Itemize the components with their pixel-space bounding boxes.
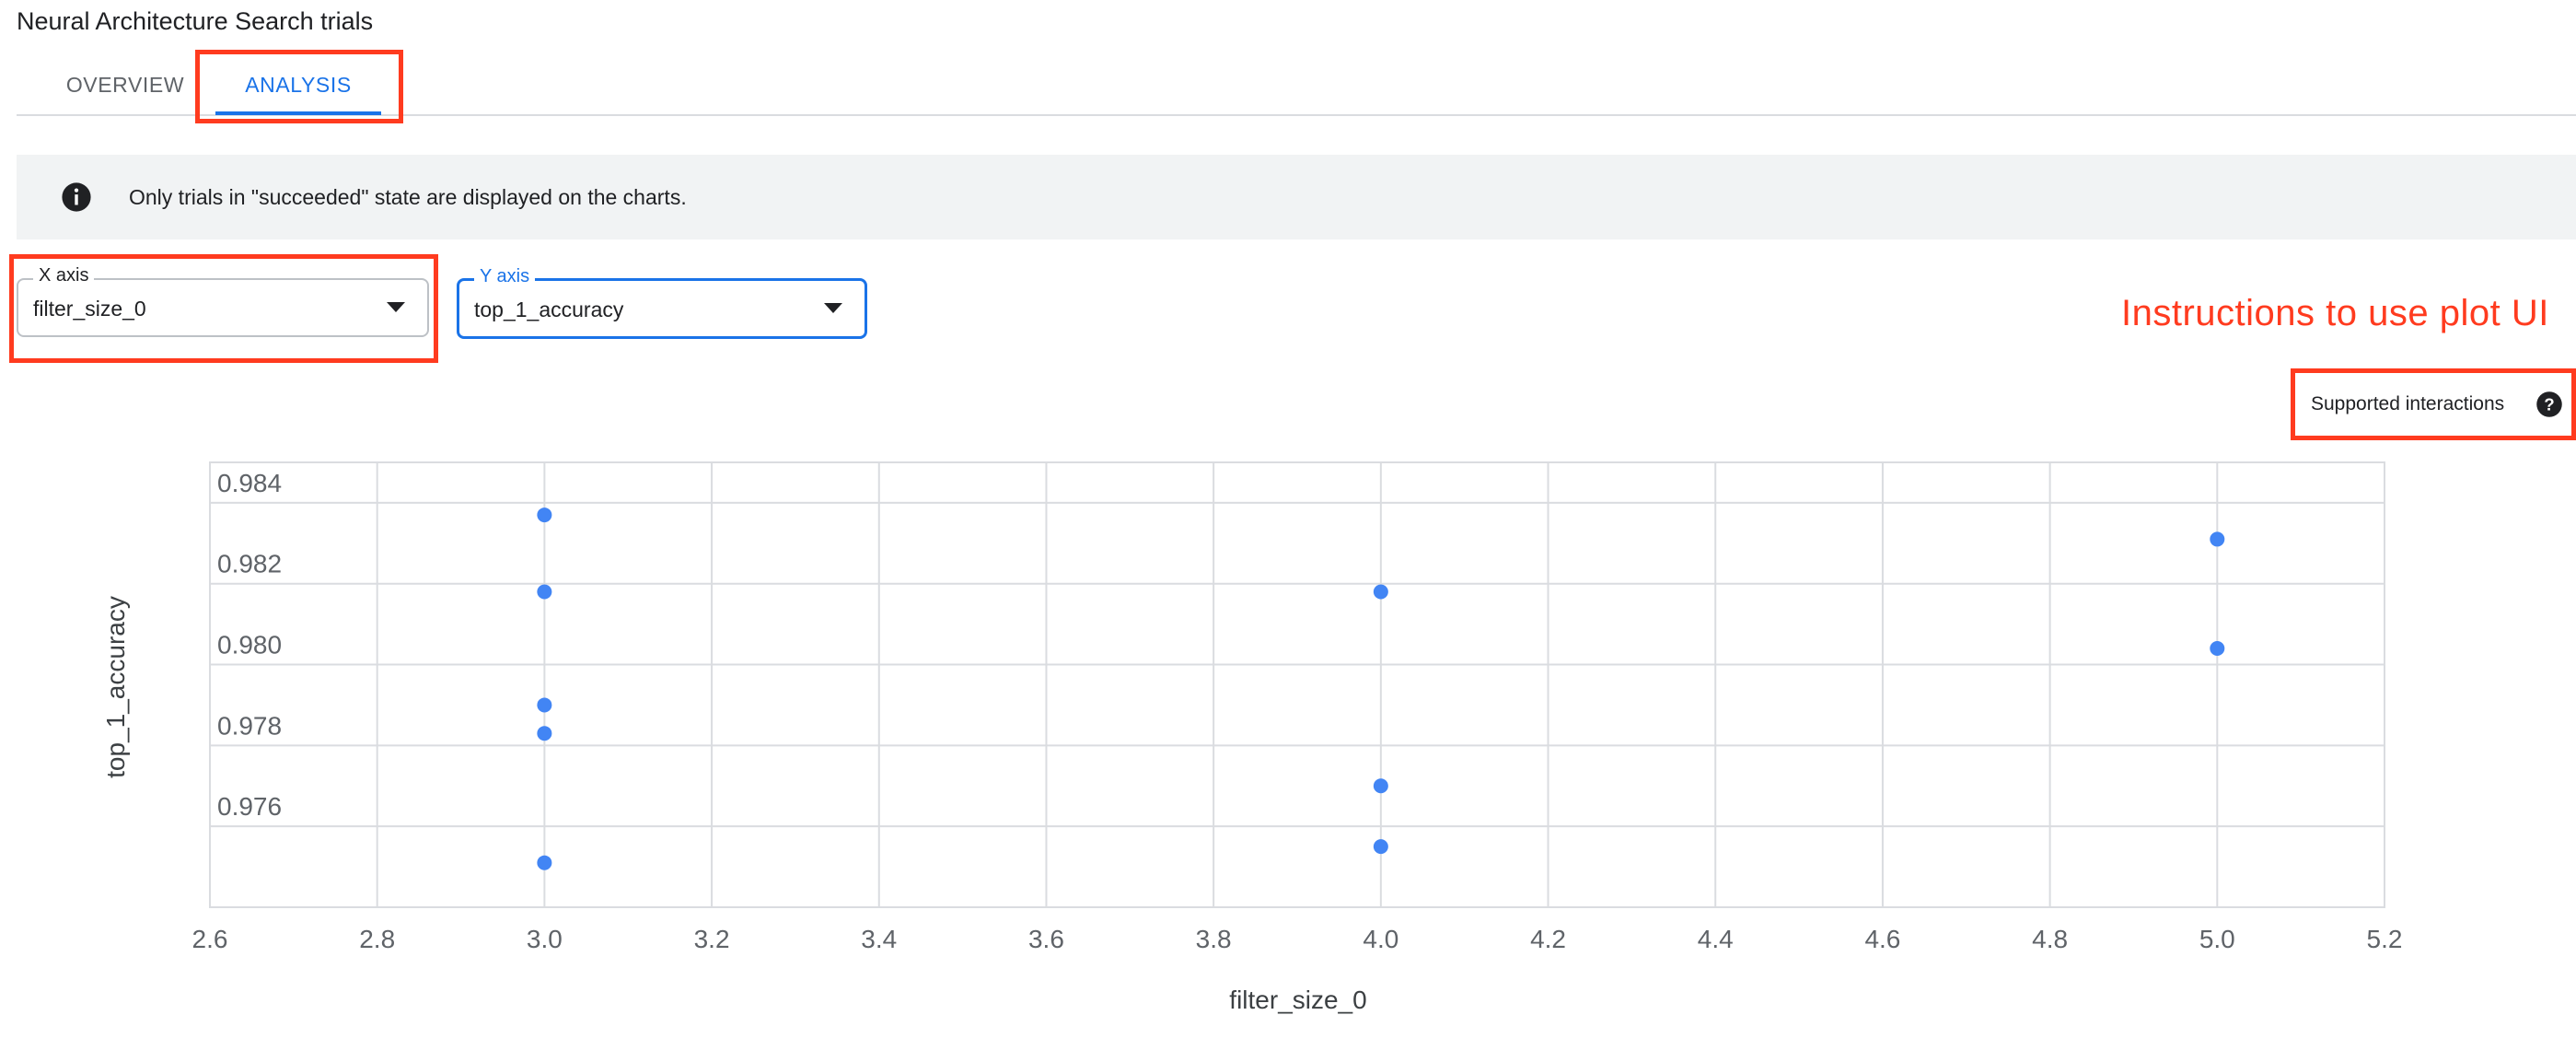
x-tick-labels: 2.6 2.8 3.0 3.2 3.4 3.6 3.8 4.0 4.2 4.4 4.6 4.8 5.0 5… bbox=[192, 925, 2403, 953]
y-tick-label: 0.978 bbox=[217, 711, 282, 740]
x-tick-label: 2.8 bbox=[359, 925, 395, 953]
x-tick-label: 3.2 bbox=[694, 925, 730, 953]
help-icon: ? bbox=[2536, 391, 2562, 417]
data-point[interactable] bbox=[537, 855, 552, 870]
data-point[interactable] bbox=[1373, 584, 1388, 600]
info-icon bbox=[62, 182, 91, 212]
y-axis-select-label: Y axis bbox=[474, 266, 536, 287]
x-tick-label: 3.0 bbox=[527, 925, 563, 953]
data-points[interactable] bbox=[537, 508, 2225, 870]
y-tick-label: 0.984 bbox=[217, 469, 282, 497]
scatter-chart[interactable]: 0.976 0.978 0.980 0.982 0.984 2.6 2.8 3.0 3.2 3.… bbox=[0, 442, 2576, 1050]
tab-analysis-label: ANALYSIS bbox=[245, 72, 352, 97]
data-point[interactable] bbox=[2210, 531, 2225, 547]
y-tick-labels: 0.976 0.978 0.980 0.982 0.984 bbox=[217, 469, 282, 821]
x-axis-select[interactable]: X axis filter_size_0 bbox=[17, 265, 429, 337]
y-tick-label: 0.982 bbox=[217, 550, 282, 578]
x-tick-label: 4.0 bbox=[1363, 925, 1398, 953]
x-tick-label: 2.6 bbox=[192, 925, 228, 953]
y-tick-label: 0.976 bbox=[217, 792, 282, 821]
plot-area-border bbox=[209, 461, 2385, 908]
y-axis-title: top_1_accuracy bbox=[101, 596, 130, 778]
x-axis-select-label: X axis bbox=[33, 265, 95, 286]
data-point[interactable] bbox=[1373, 778, 1388, 794]
chevron-down-icon bbox=[824, 303, 842, 313]
x-tick-label: 3.6 bbox=[1028, 925, 1064, 953]
x-axis-select-value: filter_size_0 bbox=[33, 297, 146, 321]
data-point[interactable] bbox=[537, 726, 552, 741]
info-banner-text: Only trials in "succeeded" state are dis… bbox=[129, 184, 687, 209]
tab-bar: OVERVIEW ANALYSIS bbox=[17, 55, 2576, 116]
tab-overview[interactable]: OVERVIEW bbox=[65, 72, 185, 97]
info-banner: Only trials in "succeeded" state are dis… bbox=[17, 155, 2576, 239]
x-axis-title: filter_size_0 bbox=[1229, 986, 1366, 1014]
data-point[interactable] bbox=[537, 584, 552, 600]
data-point[interactable] bbox=[537, 508, 552, 523]
x-tick-label: 4.6 bbox=[1864, 925, 1900, 953]
x-tick-label: 3.4 bbox=[861, 925, 897, 953]
x-tick-label: 3.8 bbox=[1196, 925, 1232, 953]
chart-grid bbox=[209, 461, 2385, 908]
data-point[interactable] bbox=[1373, 839, 1388, 855]
svg-text:?: ? bbox=[2544, 394, 2554, 414]
y-axis-select-value: top_1_accuracy bbox=[474, 298, 624, 321]
y-tick-label: 0.980 bbox=[217, 631, 282, 659]
data-point[interactable] bbox=[537, 697, 552, 713]
annotation-note: Instructions to use plot UI bbox=[2121, 293, 2549, 333]
chevron-down-icon bbox=[387, 302, 405, 312]
x-tick-label: 5.2 bbox=[2367, 925, 2403, 953]
active-tab-indicator bbox=[215, 111, 381, 115]
y-axis-select[interactable]: Y axis top_1_accuracy bbox=[457, 266, 867, 339]
x-tick-label: 4.8 bbox=[2032, 925, 2068, 953]
x-tick-label: 4.2 bbox=[1530, 925, 1566, 953]
page-title: Neural Architecture Search trials bbox=[17, 7, 374, 35]
supported-interactions-label: Supported interactions bbox=[2311, 393, 2505, 414]
data-point[interactable] bbox=[2210, 640, 2225, 656]
x-tick-label: 4.4 bbox=[1698, 925, 1734, 953]
tab-analysis[interactable]: ANALYSIS bbox=[201, 55, 396, 115]
x-tick-label: 5.0 bbox=[2199, 925, 2235, 953]
supported-interactions-button[interactable]: Supported interactions ? bbox=[2292, 371, 2572, 438]
